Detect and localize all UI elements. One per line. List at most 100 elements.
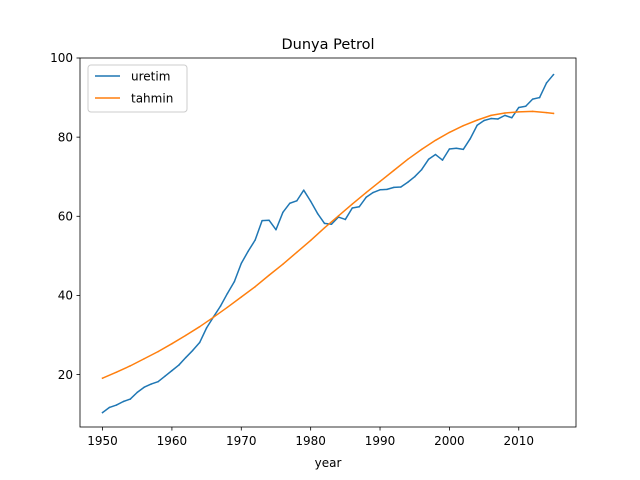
x-tick-label: 1980 xyxy=(295,434,326,448)
data-point-tahmin xyxy=(268,274,270,276)
data-point-tahmin xyxy=(504,112,506,114)
data-point-uretim xyxy=(275,228,277,231)
data-point-tahmin xyxy=(129,365,132,367)
series-layer xyxy=(101,73,555,414)
data-point-uretim xyxy=(233,280,236,283)
data-point-tahmin xyxy=(448,131,451,134)
y-tick-label: 40 xyxy=(58,289,73,303)
data-point-uretim xyxy=(171,369,173,372)
data-point-uretim xyxy=(420,168,423,171)
data-point-uretim xyxy=(469,137,471,140)
axes-layer: 1950 1960 1970 1980 1990 2000 2010 20 40 60 80 100 xyxy=(50,51,577,448)
y-tick-label: 20 xyxy=(58,368,73,382)
data-point-uretim xyxy=(344,218,347,221)
data-point-uretim xyxy=(448,148,451,150)
data-point-uretim xyxy=(157,380,159,383)
data-point-tahmin xyxy=(365,191,367,194)
data-point-uretim xyxy=(289,202,291,204)
data-point-uretim xyxy=(400,186,402,188)
data-point-tahmin xyxy=(337,215,340,217)
data-point-uretim xyxy=(427,158,430,161)
data-point-uretim xyxy=(316,212,319,215)
data-point-uretim xyxy=(136,391,138,394)
data-point-uretim xyxy=(296,200,298,202)
x-tick-label: 1960 xyxy=(157,434,188,448)
data-point-uretim xyxy=(455,147,458,149)
data-point-uretim xyxy=(407,181,409,183)
data-point-uretim xyxy=(185,356,187,359)
data-point-uretim xyxy=(504,114,506,117)
x-tick-label: 1970 xyxy=(226,434,257,448)
data-point-tahmin xyxy=(198,325,201,328)
data-point-uretim xyxy=(524,105,527,108)
data-point-tahmin xyxy=(379,180,381,183)
data-point-tahmin xyxy=(393,169,395,172)
x-tick-label: 1950 xyxy=(87,434,118,448)
y-tick-label: 60 xyxy=(58,209,73,223)
data-point-uretim xyxy=(538,96,541,99)
data-point-uretim xyxy=(254,239,256,241)
data-point-uretim xyxy=(518,106,520,109)
data-point-uretim xyxy=(365,196,367,199)
data-point-tahmin xyxy=(309,239,312,242)
data-point-tahmin xyxy=(462,124,465,127)
data-point-uretim xyxy=(115,404,118,406)
data-point-uretim xyxy=(282,211,284,214)
data-point-uretim xyxy=(552,73,555,76)
data-point-uretim xyxy=(205,327,208,329)
data-point-tahmin xyxy=(323,227,326,229)
data-point-tahmin xyxy=(407,158,409,161)
data-point-tahmin xyxy=(476,119,478,121)
data-point-tahmin xyxy=(282,263,284,265)
data-point-uretim xyxy=(434,153,437,156)
data-point-tahmin xyxy=(518,111,520,113)
data-point-uretim xyxy=(108,406,111,409)
data-point-uretim xyxy=(261,219,263,222)
data-point-uretim xyxy=(386,188,388,191)
data-point-uretim xyxy=(441,159,444,161)
data-point-uretim xyxy=(497,118,499,120)
data-point-uretim xyxy=(178,364,180,366)
data-point-uretim xyxy=(164,375,166,377)
data-point-uretim xyxy=(150,383,152,385)
data-point-uretim xyxy=(483,119,485,122)
plot-area xyxy=(80,58,576,427)
data-point-tahmin xyxy=(212,316,215,318)
data-point-tahmin xyxy=(240,296,243,298)
data-point-tahmin xyxy=(226,306,229,309)
x-tick-label: 2000 xyxy=(434,434,465,448)
data-point-uretim xyxy=(531,98,534,100)
data-point-uretim xyxy=(219,305,222,307)
data-point-uretim xyxy=(330,223,333,225)
data-point-uretim xyxy=(302,189,305,191)
legend-label-tahmin: tahmin xyxy=(131,91,173,105)
data-point-uretim xyxy=(198,341,201,344)
data-point-tahmin xyxy=(434,139,437,142)
data-point-tahmin xyxy=(101,377,104,379)
data-point-uretim xyxy=(545,82,548,84)
data-point-uretim xyxy=(323,222,326,225)
y-tick-label: 80 xyxy=(58,130,73,144)
series-line-uretim xyxy=(101,73,555,414)
axes-frame xyxy=(79,57,577,428)
data-point-uretim xyxy=(379,189,381,191)
data-point-uretim xyxy=(122,400,125,403)
data-point-uretim xyxy=(226,292,229,295)
data-point-uretim xyxy=(101,411,104,414)
data-point-tahmin xyxy=(545,111,548,114)
x-tick-label: 1990 xyxy=(365,434,396,448)
legend: uretim tahmin xyxy=(87,64,188,113)
x-axis-label: year xyxy=(315,456,342,470)
data-point-uretim xyxy=(191,349,194,352)
data-point-uretim xyxy=(490,117,492,120)
data-point-tahmin xyxy=(296,251,298,254)
data-point-tahmin xyxy=(143,357,145,360)
data-point-tahmin xyxy=(171,342,173,345)
data-point-uretim xyxy=(351,207,354,209)
data-point-tahmin xyxy=(490,114,492,117)
data-point-uretim xyxy=(143,386,145,388)
data-point-uretim xyxy=(462,148,465,151)
data-point-tahmin xyxy=(254,285,256,288)
data-point-uretim xyxy=(240,262,243,265)
series-line-tahmin xyxy=(101,110,555,380)
